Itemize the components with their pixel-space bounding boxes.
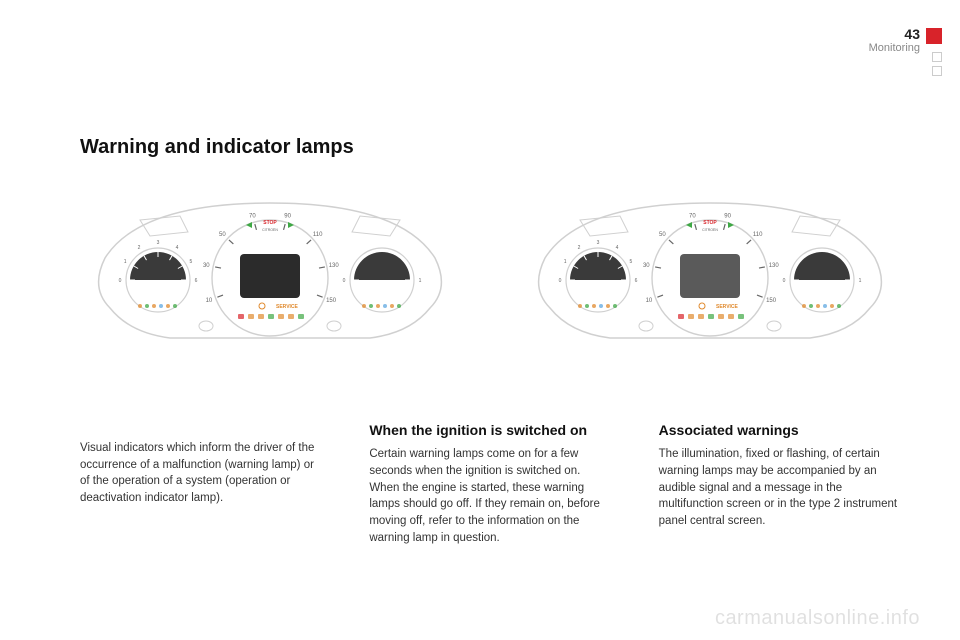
content-columns: Visual indicators which inform the drive… xyxy=(80,420,900,546)
associated-column: Associated warnings The illumination, fi… xyxy=(659,420,900,546)
svg-text:4: 4 xyxy=(616,245,619,251)
section-name: Monitoring xyxy=(869,42,920,54)
page-tab-marker xyxy=(926,28,942,44)
svg-text:0: 0 xyxy=(559,278,562,284)
svg-text:1: 1 xyxy=(124,259,127,265)
svg-text:110: 110 xyxy=(753,232,763,238)
svg-text:0: 0 xyxy=(343,278,346,284)
svg-text:5: 5 xyxy=(190,259,193,265)
page-number: 43 xyxy=(869,26,920,42)
svg-text:4: 4 xyxy=(176,245,179,251)
svg-text:10: 10 xyxy=(206,298,213,304)
svg-text:90: 90 xyxy=(724,213,731,219)
associated-heading: Associated warnings xyxy=(659,420,900,440)
svg-text:0: 0 xyxy=(783,278,786,284)
page-title: Warning and indicator lamps xyxy=(80,136,354,159)
svg-text:50: 50 xyxy=(659,232,666,238)
instrument-cluster-illustrations: 0123456011030507090110130150STOPCITROËNS… xyxy=(80,188,920,358)
svg-text:2: 2 xyxy=(138,245,141,251)
svg-text:SERVICE: SERVICE xyxy=(276,304,299,310)
svg-text:STOP: STOP xyxy=(263,220,277,226)
ignition-body: Certain warning lamps come on for a few … xyxy=(369,446,610,546)
svg-text:30: 30 xyxy=(643,263,650,269)
svg-text:70: 70 xyxy=(249,213,256,219)
svg-text:5: 5 xyxy=(630,259,633,265)
svg-text:0: 0 xyxy=(119,278,122,284)
svg-text:3: 3 xyxy=(157,240,160,246)
svg-text:1: 1 xyxy=(859,278,862,284)
svg-text:150: 150 xyxy=(766,298,777,304)
side-index-markers xyxy=(932,52,942,80)
svg-text:3: 3 xyxy=(597,240,600,246)
svg-text:SERVICE: SERVICE xyxy=(716,304,739,310)
svg-text:6: 6 xyxy=(195,278,198,284)
ignition-heading: When the ignition is switched on xyxy=(369,420,610,440)
intro-text: Visual indicators which inform the drive… xyxy=(80,440,321,507)
svg-text:70: 70 xyxy=(689,213,696,219)
svg-text:2: 2 xyxy=(578,245,581,251)
svg-text:30: 30 xyxy=(203,263,210,269)
svg-text:6: 6 xyxy=(635,278,638,284)
watermark: carmanualsonline.info xyxy=(715,607,920,630)
svg-text:130: 130 xyxy=(769,263,780,269)
svg-text:110: 110 xyxy=(313,232,323,238)
svg-text:150: 150 xyxy=(326,298,337,304)
svg-text:1: 1 xyxy=(564,259,567,265)
associated-body: The illumination, fixed or flashing, of … xyxy=(659,446,900,529)
svg-text:90: 90 xyxy=(284,213,291,219)
ignition-column: When the ignition is switched on Certain… xyxy=(369,420,610,546)
svg-text:CITROËN: CITROËN xyxy=(262,228,278,232)
instrument-cluster-type-2: 0123456011030507090110130150STOPCITROËNS… xyxy=(520,188,900,358)
svg-text:CITROËN: CITROËN xyxy=(702,228,718,232)
svg-text:50: 50 xyxy=(219,232,226,238)
svg-text:10: 10 xyxy=(646,298,653,304)
intro-column: Visual indicators which inform the drive… xyxy=(80,420,321,546)
svg-text:STOP: STOP xyxy=(703,220,717,226)
instrument-cluster-type-1: 0123456011030507090110130150STOPCITROËNS… xyxy=(80,188,460,358)
svg-text:130: 130 xyxy=(329,263,340,269)
svg-text:1: 1 xyxy=(419,278,422,284)
